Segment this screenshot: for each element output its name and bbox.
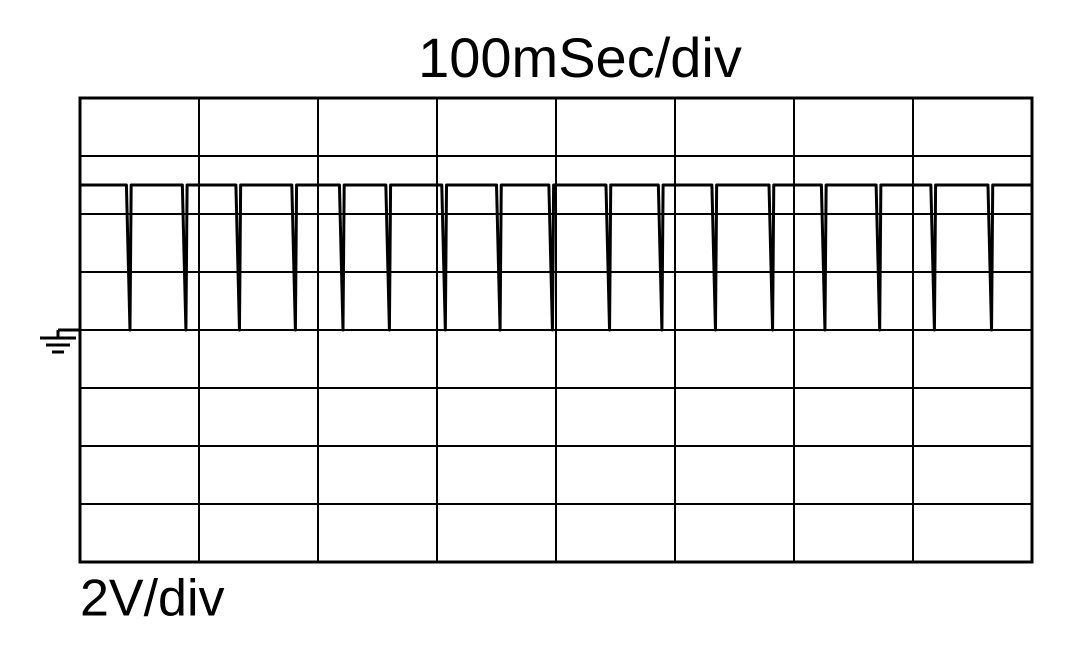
ground-symbol xyxy=(40,328,80,354)
trace xyxy=(80,183,1032,332)
y-scale-label: 2V/div xyxy=(80,570,225,628)
chart-title: 100mSec/div xyxy=(418,26,742,89)
